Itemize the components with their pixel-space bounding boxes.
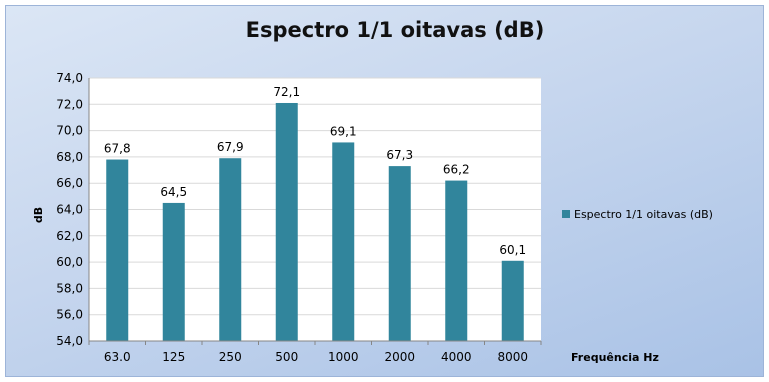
bar bbox=[275, 102, 298, 341]
bar bbox=[332, 142, 355, 341]
bar-data-label: 64,5 bbox=[160, 185, 187, 199]
x-tick-label: 500 bbox=[275, 350, 298, 364]
x-tick-label: 1000 bbox=[328, 350, 359, 364]
bar bbox=[162, 202, 185, 341]
bar bbox=[388, 166, 411, 341]
bar bbox=[501, 260, 524, 341]
y-tick-label: 54,0 bbox=[56, 334, 83, 348]
y-tick-label: 72,0 bbox=[56, 97, 83, 111]
legend-swatch bbox=[562, 210, 570, 218]
bar-data-label: 60,1 bbox=[499, 243, 526, 257]
x-tick-label: 4000 bbox=[441, 350, 472, 364]
x-tick-label: 125 bbox=[162, 350, 185, 364]
bar-data-label: 72,1 bbox=[273, 85, 300, 99]
bar-data-label: 69,1 bbox=[330, 124, 357, 138]
y-tick-label: 60,0 bbox=[56, 255, 83, 269]
bar-data-label: 67,3 bbox=[386, 148, 413, 162]
y-tick-label: 62,0 bbox=[56, 229, 83, 243]
x-tick-label: 2000 bbox=[384, 350, 415, 364]
y-tick-label: 74,0 bbox=[56, 71, 83, 85]
x-tick-label: 8000 bbox=[497, 350, 528, 364]
y-tick-label: 70,0 bbox=[56, 124, 83, 138]
bar-data-label: 67,8 bbox=[104, 142, 131, 156]
x-tick-label: 250 bbox=[219, 350, 242, 364]
bar bbox=[445, 180, 468, 341]
x-axis-title: Frequência Hz bbox=[571, 351, 659, 364]
y-tick-label: 58,0 bbox=[56, 281, 83, 295]
y-axis-title: dB bbox=[32, 207, 45, 223]
y-tick-label: 68,0 bbox=[56, 150, 83, 164]
bar-data-label: 66,2 bbox=[443, 163, 470, 177]
bar bbox=[106, 159, 129, 341]
y-tick-label: 66,0 bbox=[56, 176, 83, 190]
chart-title: Espectro 1/1 oitavas (dB) bbox=[245, 18, 545, 42]
y-tick-label: 56,0 bbox=[56, 308, 83, 322]
bar bbox=[219, 158, 242, 341]
x-tick-label: 63.0 bbox=[104, 350, 131, 364]
legend-label: Espectro 1/1 oitavas (dB) bbox=[574, 208, 713, 221]
bar-data-label: 67,9 bbox=[217, 140, 244, 154]
y-tick-label: 64,0 bbox=[56, 203, 83, 217]
